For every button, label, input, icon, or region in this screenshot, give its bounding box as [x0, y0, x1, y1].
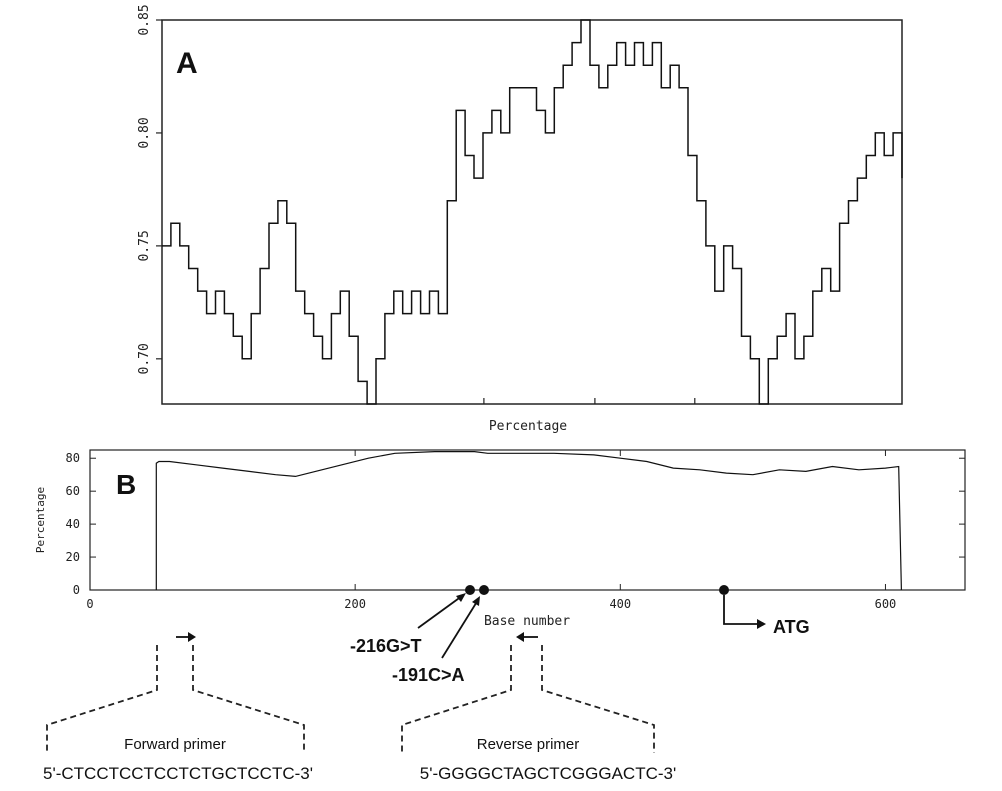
panel-b-x-axis-label: Base number — [484, 614, 570, 629]
panel-b-frame — [89, 449, 966, 591]
snp-216-marker — [465, 585, 475, 595]
panel-b-series-line — [155, 451, 902, 591]
reverse-primer: Reverse primer 5'-GGGGCTAGCTCGGGACTC-3' — [401, 632, 676, 783]
reverse-primer-label: Reverse primer — [477, 736, 580, 753]
panel-a-y-tick-label: 0.80 — [137, 117, 152, 148]
panel-b: B Percentage 0 20 40 60 80 0 200 400 600 Base n… — [34, 449, 966, 629]
reverse-primer-bracket-right — [541, 645, 655, 753]
forward-primer: Forward primer 5'-CTCCTCCTCCTCTGCTCCTC-3… — [43, 632, 313, 783]
reverse-primer-arrowhead — [516, 632, 524, 642]
panel-a-y-tick-label: 0.70 — [137, 343, 152, 374]
panel-a-series-line — [162, 19, 903, 405]
reverse-primer-bracket — [401, 645, 512, 753]
panel-b-y-axis: 0 20 40 60 80 — [66, 451, 965, 597]
atg-label: ATG — [773, 617, 810, 637]
reverse-primer-sequence: 5'-GGGGCTAGCTCGGGACTC-3' — [420, 764, 676, 783]
atg-arrowhead — [757, 619, 766, 629]
snp-191-marker — [479, 585, 489, 595]
snp-216-arrow — [417, 595, 463, 629]
panel-b-label: B — [116, 469, 136, 500]
panel-b-x-tick-label: 600 — [875, 597, 897, 611]
panel-b-x-axis: 0 200 400 600 — [86, 450, 896, 611]
panel-b-y-tick-label: 0 — [73, 583, 80, 597]
panel-a-y-tick-label: 0.75 — [137, 230, 152, 261]
panel-b-y-tick-label: 40 — [66, 517, 80, 531]
snp-216-arrowhead — [456, 593, 466, 602]
atg-marker — [719, 585, 729, 595]
forward-primer-arrowhead — [188, 632, 196, 642]
panel-b-x-tick-label: 200 — [344, 597, 366, 611]
panel-a-label: A — [176, 47, 198, 80]
snp-191-arrow — [441, 599, 479, 659]
forward-primer-bracket — [46, 645, 158, 753]
panel-b-x-tick-label: 400 — [609, 597, 631, 611]
panel-a-frame — [161, 19, 903, 405]
forward-primer-label: Forward primer — [124, 736, 226, 753]
forward-primer-sequence: 5'-CTCCTCCTCCTCTGCTCCTC-3' — [43, 764, 313, 783]
panel-a-x-axis-label: Percentage — [489, 419, 567, 434]
forward-primer-bracket-right — [192, 645, 305, 753]
panel-a: A 0.70 0.75 0.80 0.85 Percentage — [137, 4, 903, 434]
marker-annotations: -216G>T -191C>A ATG — [350, 585, 810, 685]
panel-a-y-axis: 0.70 0.75 0.80 0.85 — [137, 4, 696, 404]
panel-a-y-tick-label: 0.85 — [137, 4, 152, 35]
snp-191-arrowhead — [472, 596, 480, 606]
panel-b-y-tick-label: 80 — [66, 451, 80, 465]
panel-b-x-tick-label: 0 — [86, 597, 93, 611]
panel-b-y-axis-label: Percentage — [34, 487, 47, 553]
snp-216-label: -216G>T — [350, 636, 422, 656]
panel-b-y-tick-label: 60 — [66, 484, 80, 498]
atg-arrow — [723, 595, 760, 625]
panel-b-y-tick-label: 20 — [66, 550, 80, 564]
snp-191-label: -191C>A — [392, 665, 465, 685]
